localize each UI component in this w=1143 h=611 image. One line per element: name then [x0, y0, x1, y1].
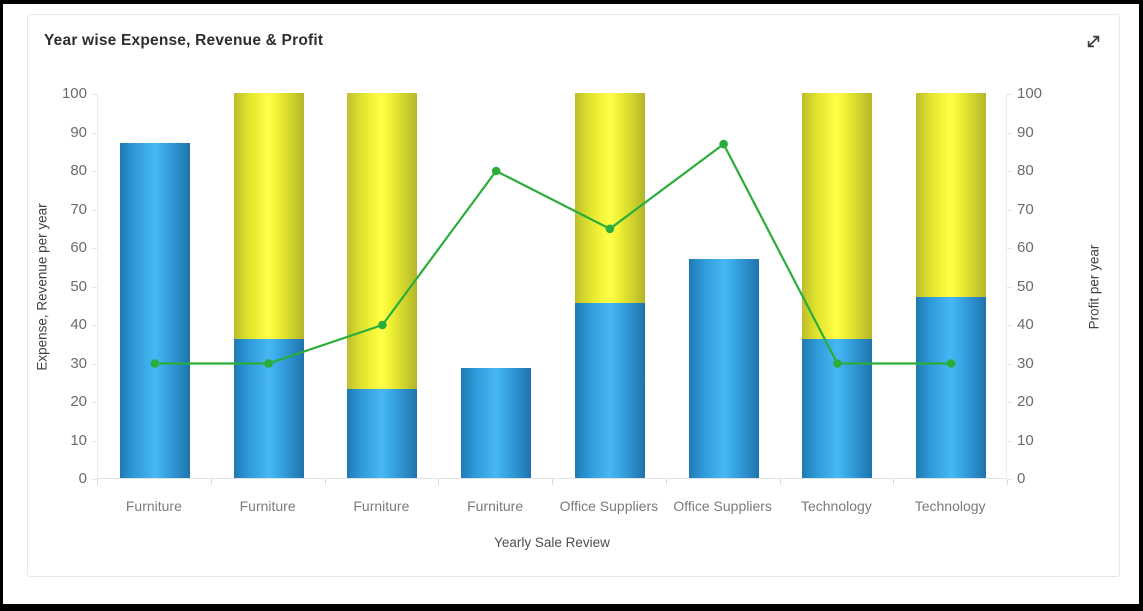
- chart-title: Year wise Expense, Revenue & Profit: [44, 32, 324, 49]
- expand-icon: [1085, 33, 1102, 53]
- bar-segment-expense[interactable]: [916, 297, 987, 478]
- y-axis-tick-mark: [1007, 286, 1012, 288]
- y-axis-tick-mark: [92, 325, 97, 326]
- y-axis-tick-left: 70: [70, 200, 87, 218]
- y-axis-tick-mark: [1007, 479, 1012, 480]
- x-axis-label: Furniture: [125, 498, 182, 514]
- bar-segment-expense[interactable]: [574, 302, 645, 478]
- y-axis-tick-mark: [1007, 132, 1012, 134]
- y-axis-tick-right: 40: [1017, 316, 1034, 333]
- profit-marker[interactable]: [150, 359, 160, 368]
- y-axis-tick-mark: [92, 479, 97, 480]
- y-axis-tick-mark: [1007, 209, 1012, 211]
- y-axis-tick-mark: [1007, 402, 1012, 403]
- y-axis-tick-mark: [92, 209, 97, 211]
- x-axis-tick-mark: [97, 479, 98, 485]
- y-axis-tick-right: 50: [1017, 277, 1034, 295]
- y-axis-tick-mark: [92, 440, 97, 442]
- x-axis-label: Technology: [800, 498, 872, 514]
- bar-segment-revenue[interactable]: [802, 93, 873, 340]
- plot-area: [97, 93, 1007, 479]
- profit-marker[interactable]: [264, 359, 273, 368]
- y-axis-tick-mark: [92, 94, 97, 95]
- bar-segment-revenue[interactable]: [574, 93, 645, 303]
- y-axis-tick-right: 30: [1017, 354, 1034, 372]
- x-axis-label: Furniture: [239, 498, 296, 514]
- y-axis-tick-right: 0: [1017, 470, 1026, 487]
- bar-stack: [916, 93, 987, 478]
- y-axis-tick-mark: [1007, 440, 1012, 442]
- profit-marker[interactable]: [378, 320, 387, 330]
- y-axis-tick-mark: [92, 171, 97, 172]
- x-axis-tick-mark: [1007, 479, 1008, 485]
- y-axis-tick-left: 100: [61, 85, 87, 102]
- x-axis-tick-mark: [324, 479, 326, 485]
- x-axis-label: Furniture: [467, 498, 524, 514]
- x-axis-label: Office Suppliers: [559, 498, 659, 514]
- bar-segment-expense[interactable]: [688, 258, 759, 478]
- bar-stack: [119, 93, 190, 478]
- y-axis-tick-left: 50: [70, 277, 87, 295]
- y-axis-tick-mark: [1007, 248, 1012, 249]
- profit-line-chart: [150, 139, 956, 368]
- y-axis-tick-mark: [1007, 363, 1012, 365]
- y-axis-tick-left: 90: [70, 123, 87, 141]
- x-axis-tick-mark: [210, 479, 212, 485]
- x-axis-tick-mark: [438, 479, 440, 485]
- y-axis-tick-right: 100: [1017, 85, 1043, 102]
- y-axis-tick-right: 10: [1017, 431, 1034, 449]
- profit-marker[interactable]: [833, 359, 842, 368]
- bar-segment-expense[interactable]: [347, 389, 418, 478]
- x-axis-label: Furniture: [353, 498, 410, 514]
- y-axis-tick-left: 40: [70, 316, 87, 333]
- y-axis-tick-mark: [1007, 325, 1012, 326]
- profit-marker[interactable]: [946, 359, 956, 368]
- y-axis-tick-mark: [92, 402, 97, 403]
- profit-marker[interactable]: [491, 166, 501, 176]
- y-axis-tick-mark: [1007, 171, 1012, 172]
- x-axis-tick-mark: [665, 479, 667, 485]
- y-axis-tick-left: 10: [70, 431, 87, 449]
- app-viewport: Year wise Expense, Revenue & Profit 0 0 10…: [3, 4, 1139, 604]
- bar-segment-expense[interactable]: [461, 368, 532, 478]
- y-axis-tick-left: 30: [70, 354, 87, 372]
- profit-marker[interactable]: [605, 224, 615, 234]
- bar-segment-revenue[interactable]: [233, 93, 304, 340]
- bar-stack: [574, 93, 645, 478]
- y-axis-tick-left: 0: [78, 470, 87, 487]
- y-axis-tick-mark: [1007, 94, 1012, 95]
- x-axis-tick-mark: [552, 479, 553, 485]
- profit-marker[interactable]: [719, 139, 728, 149]
- bar-segment-revenue[interactable]: [916, 93, 987, 298]
- y-axis-tick-left: 80: [70, 162, 87, 179]
- bar-stack: [688, 93, 759, 478]
- x-axis-tick-mark: [893, 479, 895, 485]
- y-axis-title-right: Profit per year: [1086, 244, 1102, 330]
- y-axis-tick-mark: [92, 286, 97, 288]
- y-axis-title-left: Expense, Revenue per year: [34, 203, 50, 371]
- y-axis-tick-right: 80: [1017, 162, 1034, 179]
- bar-stack: [347, 93, 418, 478]
- expand-button[interactable]: [1079, 29, 1107, 57]
- y-axis-tick-right: 60: [1017, 239, 1034, 256]
- bar-segment-expense[interactable]: [119, 143, 190, 478]
- x-axis-label: Office Suppliers: [673, 498, 772, 514]
- y-axis-tick-mark: [92, 132, 97, 134]
- y-axis-tick-right: 20: [1017, 393, 1034, 410]
- chart-card: Year wise Expense, Revenue & Profit 0 0 10…: [27, 14, 1120, 577]
- y-axis-tick-right: 90: [1017, 123, 1034, 141]
- profit-line: [154, 142, 952, 365]
- y-axis-tick-mark: [92, 248, 97, 249]
- y-axis-tick-right: 70: [1017, 200, 1034, 218]
- y-axis-tick-mark: [92, 363, 97, 365]
- bar-stack: [461, 93, 532, 478]
- x-axis-title: Yearly Sale Review: [494, 535, 610, 550]
- bar-segment-revenue[interactable]: [347, 93, 418, 390]
- y-axis-tick-left: 20: [70, 393, 87, 410]
- x-axis-tick-mark: [779, 479, 781, 485]
- x-axis-label: Technology: [914, 498, 986, 514]
- y-axis-tick-left: 60: [70, 239, 87, 256]
